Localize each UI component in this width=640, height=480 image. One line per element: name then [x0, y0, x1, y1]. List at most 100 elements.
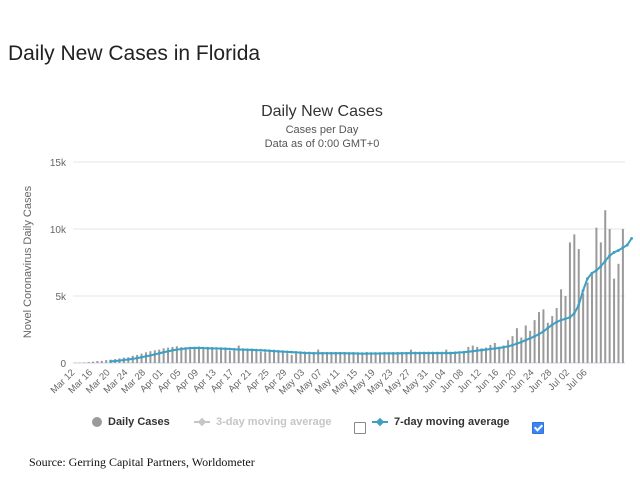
ma7-point — [215, 347, 218, 350]
legend-daily-cases[interactable]: Daily Cases — [92, 416, 170, 428]
bar — [423, 354, 426, 363]
bar — [149, 351, 152, 363]
bar — [100, 360, 103, 363]
bar — [162, 348, 165, 363]
ma7-point — [193, 346, 196, 350]
ma7-point — [590, 271, 594, 275]
ma7-point — [453, 351, 457, 355]
bar — [555, 308, 558, 363]
ma7-point — [475, 349, 479, 353]
ma7-point — [413, 351, 417, 355]
bar — [343, 352, 346, 363]
bar — [277, 352, 280, 363]
bar — [206, 348, 209, 363]
bar — [586, 282, 589, 363]
ma7-point — [524, 338, 528, 342]
bar — [493, 342, 496, 363]
ma7-point — [135, 356, 139, 360]
bar — [538, 312, 540, 363]
ma7-point — [175, 348, 179, 351]
ma7-point — [334, 351, 338, 355]
bar — [542, 309, 545, 363]
ma7-point — [303, 351, 307, 355]
ma7-point — [621, 246, 625, 250]
bar — [560, 289, 563, 363]
ma7-point — [387, 351, 391, 355]
ma7-point — [533, 335, 536, 338]
legend-3day-marker — [194, 417, 210, 427]
y-tick-label: 5k — [55, 292, 67, 303]
legend-7day-average[interactable]: 7-day moving average — [372, 416, 510, 428]
y-tick-label: 15k — [50, 158, 67, 169]
ma7-point — [594, 269, 598, 272]
legend-7day-label: 7-day moving average — [394, 416, 510, 428]
bar — [405, 353, 408, 363]
bar — [599, 242, 602, 363]
bar — [286, 353, 289, 363]
ma7-point — [586, 277, 589, 280]
ma7-point — [352, 351, 355, 355]
ma7-point — [497, 346, 501, 350]
bar — [295, 353, 298, 363]
bar — [255, 351, 258, 363]
bar — [436, 353, 439, 363]
ma7-point — [325, 351, 329, 355]
bar — [281, 352, 284, 363]
bar — [321, 353, 324, 363]
ma7-point — [382, 351, 386, 355]
ma7-point — [360, 352, 364, 356]
ma7-point — [237, 348, 241, 351]
ma7-point — [210, 346, 214, 350]
toggle-7day-checkbox[interactable] — [532, 422, 544, 434]
ma7-point — [263, 349, 267, 352]
bar — [608, 229, 611, 363]
ma7-point — [179, 347, 183, 351]
ma7-point — [462, 350, 466, 354]
ma7-point — [493, 347, 497, 350]
chart: Daily New Cases Cases per Day Data as of… — [22, 103, 634, 397]
bar — [96, 360, 99, 363]
bar — [524, 325, 527, 363]
ma7-point — [471, 349, 475, 353]
bar — [259, 352, 262, 363]
bar — [467, 346, 470, 363]
bar — [153, 350, 156, 363]
ma7-line — [110, 237, 633, 363]
ma7-point — [484, 348, 488, 351]
legend-3day-average[interactable]: 3-day moving average — [194, 416, 332, 428]
ma7-point — [488, 347, 492, 351]
toggle-3day-checkbox[interactable] — [354, 422, 366, 434]
ma7-point — [254, 348, 258, 352]
page-heading: Daily New Cases in Florida — [8, 42, 261, 65]
bar — [264, 352, 267, 363]
y-tick-label: 0 — [60, 359, 66, 370]
ma7-point — [197, 346, 201, 350]
bar — [546, 322, 549, 363]
bar — [339, 352, 342, 363]
bars-layer — [74, 210, 624, 363]
bar — [197, 348, 200, 363]
ma7-point — [329, 351, 333, 355]
legend-7day-marker — [372, 417, 388, 427]
bar — [595, 227, 598, 363]
ma7-point — [502, 345, 505, 349]
ma7-point — [272, 349, 276, 353]
bar — [158, 349, 161, 363]
ma7-point — [458, 351, 461, 354]
ma7-point — [316, 351, 320, 355]
ma7-point — [113, 359, 117, 363]
bar — [189, 349, 192, 363]
ma7-point — [285, 350, 289, 354]
ma7-point — [466, 350, 470, 354]
bar — [348, 353, 351, 363]
bar — [471, 345, 474, 363]
bar — [379, 354, 382, 363]
bar — [414, 353, 417, 363]
ma7-point — [166, 349, 170, 353]
bar — [489, 344, 492, 363]
ma7-point — [480, 348, 483, 352]
y-tick-label: 10k — [50, 225, 67, 236]
ma7-point — [109, 359, 112, 363]
bar — [374, 353, 377, 363]
bar — [387, 354, 390, 363]
